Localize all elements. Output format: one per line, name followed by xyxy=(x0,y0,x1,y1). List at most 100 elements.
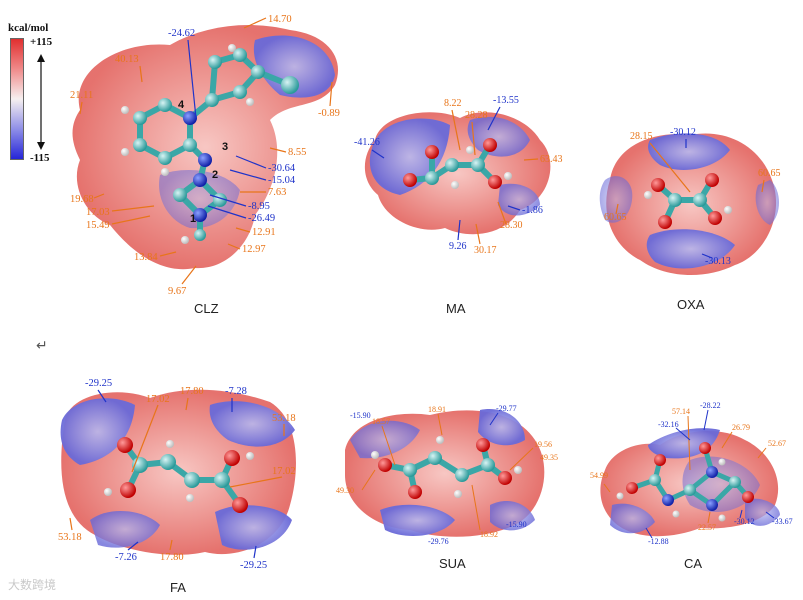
clz-value: 14.70 xyxy=(268,14,292,25)
sua-value: -29.77 xyxy=(496,404,517,413)
sua-value: 18.92 xyxy=(480,530,498,539)
fa-value: -29.25 xyxy=(240,560,267,571)
oxa-values: 28.15 -30.12 60.65 60.65 -30.13 xyxy=(604,127,781,267)
fa-value: 53.18 xyxy=(58,532,82,543)
ca-value: -30.12 xyxy=(734,517,755,526)
ma-value: 8.22 xyxy=(444,98,462,109)
ca-label: CA xyxy=(684,556,703,571)
oxa-value: -30.12 xyxy=(670,127,696,138)
fa-value: -7.28 xyxy=(225,386,247,397)
fa-value: 17.80 xyxy=(180,386,204,397)
ca-value: 26.79 xyxy=(732,423,750,432)
clz-value: 9.67 xyxy=(168,286,186,297)
sua-value: 18.57 xyxy=(372,417,390,426)
ca-value: 52.67 xyxy=(768,439,786,448)
ca-value: 57.14 xyxy=(672,407,690,416)
clz-value: 12.91 xyxy=(252,227,276,238)
ca-value: 54.99 xyxy=(590,471,608,480)
ma-value: 30.17 xyxy=(474,245,497,256)
ma-value: 28.30 xyxy=(500,220,523,231)
ca-value: -33.67 xyxy=(772,517,793,526)
clz-pointers xyxy=(79,17,333,285)
clz-value: 12.97 xyxy=(242,244,266,255)
clz-value: 15.49 xyxy=(86,220,110,231)
clz-label: CLZ xyxy=(194,301,219,316)
colorbar-max: +115 xyxy=(30,36,53,48)
ma-value: -41.26 xyxy=(354,137,380,148)
return-mark: ↵ xyxy=(36,338,48,354)
ca-values: 57.14 -28.22 -32.16 26.79 52.67 54.99 22… xyxy=(590,401,793,546)
oxa-molecule xyxy=(644,173,732,229)
clz-atom-3: 3 xyxy=(222,141,228,153)
fa-value: -7.26 xyxy=(115,552,137,563)
fa-value: -29.25 xyxy=(85,378,112,389)
ma-molecule xyxy=(403,138,512,189)
ma-label: MA xyxy=(446,301,466,316)
sua-pointers xyxy=(361,412,534,531)
oxa-pointers xyxy=(615,139,765,259)
oxa-value: 28.15 xyxy=(630,131,653,142)
fa-label: FA xyxy=(170,580,186,595)
sua-label: SUA xyxy=(439,556,466,571)
ca-value: -12.88 xyxy=(648,537,669,546)
fa-values: -29.25 17.02 17.80 -7.28 53.18 17.02 53.… xyxy=(58,378,296,571)
sua-value: -29.76 xyxy=(428,537,449,546)
sua-value: 49.30 xyxy=(336,486,354,495)
sua-value: 49.35 xyxy=(540,453,558,462)
clz-value: 21.11 xyxy=(70,90,93,101)
clz-atom-numbers: 4 3 2 1 xyxy=(178,99,228,225)
clz-values: -24.62 14.70 40.13 21.11 -0.89 8.55 -30.… xyxy=(70,14,340,297)
sua-surface xyxy=(345,409,545,537)
ca-value: -28.22 xyxy=(700,401,721,410)
clz-atom-4: 4 xyxy=(178,99,185,111)
clz-value: -24.62 xyxy=(168,28,195,39)
clz-value: -0.89 xyxy=(318,108,340,119)
fa-value: 53.18 xyxy=(272,413,296,424)
oxa-value: 60.65 xyxy=(758,168,781,179)
ca-pointers xyxy=(603,409,775,539)
sua-values: -15.90 18.57 18.91 -29.77 19.56 49.35 49… xyxy=(336,404,558,546)
clz-atom-1: 1 xyxy=(190,213,196,225)
oxa-value: 60.65 xyxy=(604,212,627,223)
colorbar-min: -115 xyxy=(30,152,50,164)
clz-value: -26.49 xyxy=(248,213,275,224)
fa-value: 17.02 xyxy=(272,466,296,477)
oxa-surface xyxy=(599,133,779,276)
clz-atoms xyxy=(121,44,299,244)
ma-value: -13.55 xyxy=(493,95,519,106)
ca-value: 22.57 xyxy=(698,523,716,532)
sua-value: -15.90 xyxy=(506,520,527,529)
watermark: 大数跨境 xyxy=(8,578,57,592)
fa-pointers xyxy=(69,389,285,559)
clz-value: 8.55 xyxy=(288,147,306,158)
oxa-label: OXA xyxy=(677,297,705,312)
ma-pointers xyxy=(371,106,539,245)
clz-value: 19.68 xyxy=(70,194,94,205)
fa-value: 17.02 xyxy=(146,394,170,405)
fa-value: 17.80 xyxy=(160,552,184,563)
sua-value: 19.56 xyxy=(534,440,552,449)
clz-value: -8.95 xyxy=(248,201,270,212)
sua-value: -15.90 xyxy=(350,411,371,420)
sua-molecule xyxy=(371,436,522,499)
clz-value: 13.84 xyxy=(134,252,158,263)
colorbar-unit: kcal/mol xyxy=(8,22,49,34)
ma-value: 28.28 xyxy=(465,110,488,121)
oxa-value: -30.13 xyxy=(705,256,731,267)
clz-value: -15.04 xyxy=(268,175,296,186)
ma-values: 8.22 -13.55 28.28 -41.26 63.43 -1.86 28.… xyxy=(354,95,563,256)
ma-value: 63.43 xyxy=(540,154,563,165)
ca-molecule xyxy=(616,442,754,522)
clz-atom-2: 2 xyxy=(212,169,218,181)
clz-value: 17.03 xyxy=(86,207,110,218)
clz-value: 40.13 xyxy=(115,54,139,65)
colorbar xyxy=(10,38,24,160)
ma-value: 9.26 xyxy=(449,241,467,252)
colorbar-arrow-icon xyxy=(37,54,45,150)
sua-value: 18.91 xyxy=(428,405,446,414)
clz-value: -30.64 xyxy=(268,163,296,174)
ca-value: -32.16 xyxy=(658,420,679,429)
fa-molecule xyxy=(104,437,254,513)
ma-value: -1.86 xyxy=(522,205,543,216)
